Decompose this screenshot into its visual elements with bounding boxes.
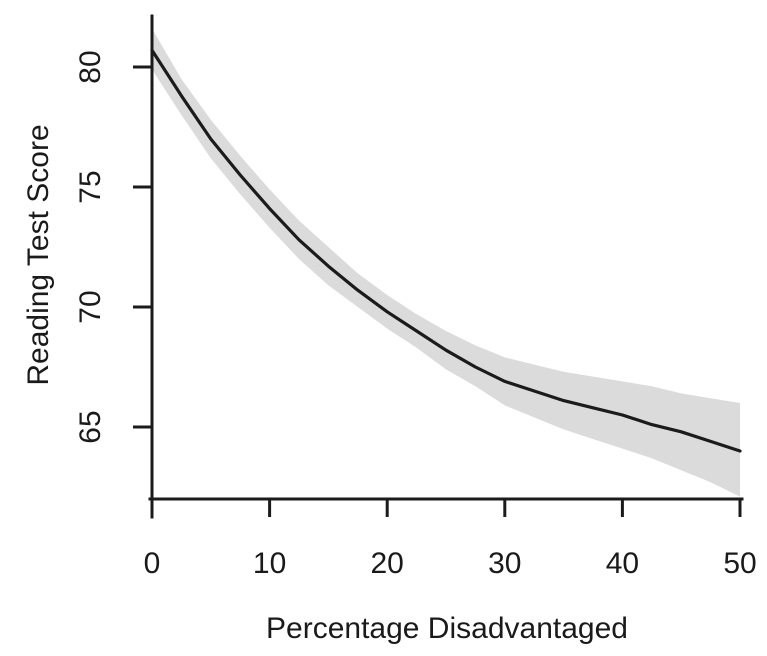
x-tick-label: 50	[723, 547, 756, 580]
x-tick-label: 0	[144, 547, 161, 580]
y-tick-label: 80	[74, 50, 107, 83]
y-axis-ticks: 65 70 75 80	[74, 50, 152, 444]
x-tick-label: 10	[253, 547, 286, 580]
x-tick-label: 20	[371, 547, 404, 580]
x-tick-label: 40	[606, 547, 639, 580]
y-axis-title: Reading Test Score	[22, 124, 55, 385]
x-tick-label: 30	[488, 547, 521, 580]
fit-line	[150, 48, 742, 453]
x-axis-title: Percentage Disadvantaged	[266, 612, 628, 645]
y-tick-label: 65	[74, 410, 107, 443]
x-axis-ticks: 0 10 20 30 40 50	[144, 499, 757, 580]
y-tick-label: 70	[74, 290, 107, 323]
y-tick-label: 75	[74, 170, 107, 203]
confidence-band	[152, 28, 740, 497]
